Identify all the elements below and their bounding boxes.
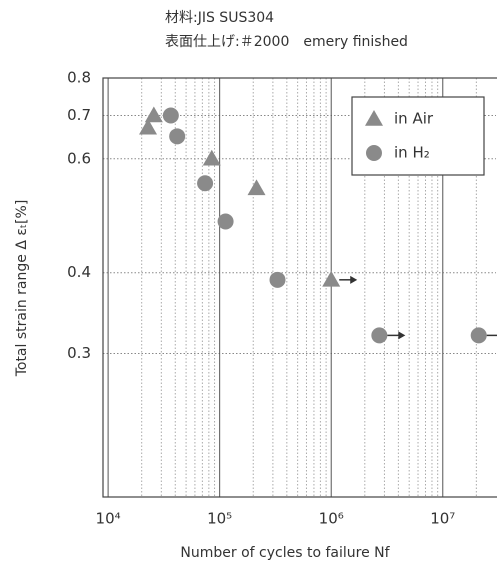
x-tick-label: 10⁵ bbox=[207, 510, 232, 528]
y-tick-label: 0.6 bbox=[67, 149, 91, 167]
y-tick-label: 0.7 bbox=[67, 106, 91, 124]
circle-marker bbox=[217, 213, 234, 230]
legend-label: in Air bbox=[394, 110, 434, 128]
triangle-marker bbox=[247, 179, 266, 196]
circle-marker bbox=[169, 128, 186, 145]
circle-marker bbox=[371, 327, 388, 344]
chart-title: 材料:JIS SUS304 bbox=[165, 10, 274, 26]
plot-frame bbox=[102, 77, 497, 498]
legend-marker bbox=[366, 145, 382, 161]
runout-arrowhead bbox=[350, 275, 358, 284]
x-tick-label: 10⁴ bbox=[96, 510, 121, 528]
runout-arrowhead bbox=[398, 331, 406, 340]
circle-marker bbox=[470, 327, 487, 344]
x-tick-label: 10⁷ bbox=[430, 510, 455, 528]
circle-marker bbox=[162, 107, 179, 124]
legend-label: in H₂ bbox=[394, 144, 430, 162]
circle-marker bbox=[269, 271, 286, 288]
circle-marker bbox=[197, 175, 214, 192]
chart-subtitle: 表面仕上げ:＃2000 emery finished bbox=[165, 34, 408, 50]
x-tick-label: 10⁶ bbox=[319, 510, 344, 528]
legend-marker bbox=[365, 110, 383, 126]
x-axis-title: Number of cycles to failure Nf bbox=[180, 545, 390, 561]
triangle-marker bbox=[144, 106, 163, 123]
triangle-marker bbox=[322, 270, 341, 287]
y-axis-title: Total strain range Δ εₜ[%] bbox=[14, 200, 30, 378]
y-tick-label: 0.3 bbox=[67, 344, 91, 362]
y-tick-label: 0.4 bbox=[67, 263, 91, 281]
triangle-marker bbox=[139, 118, 158, 135]
triangle-marker bbox=[202, 149, 221, 166]
y-tick-label: 0.8 bbox=[67, 69, 91, 87]
